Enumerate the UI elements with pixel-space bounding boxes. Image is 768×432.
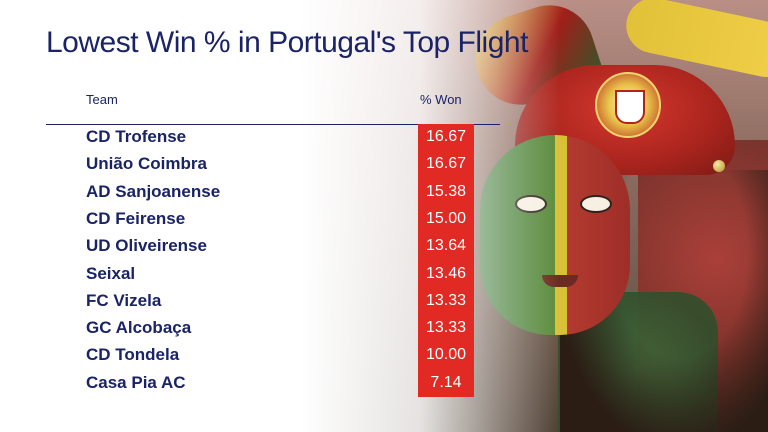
win-percent-cell: 15.00 <box>418 206 474 233</box>
value-column-highlight <box>418 124 474 397</box>
win-percent-cell: 10.00 <box>418 342 474 369</box>
chart-title: Lowest Win % in Portugal's Top Flight <box>46 26 528 59</box>
column-header-team: Team <box>86 92 118 107</box>
table-row: Seixal 13.46 <box>0 261 768 288</box>
table-row: CD Trofense 16.67 <box>0 124 768 151</box>
table-row: Casa Pia AC 7.14 <box>0 370 768 397</box>
team-name: Casa Pia AC <box>86 372 186 392</box>
team-name: CD Tondela <box>86 345 180 365</box>
win-percent-cell: 13.46 <box>418 261 474 288</box>
win-percent-value: 13.33 <box>425 319 467 337</box>
win-percent-value: 15.38 <box>425 182 467 200</box>
table-row: AD Sanjoanense 15.38 <box>0 179 768 206</box>
win-percent-value: 16.67 <box>425 155 467 173</box>
win-percent-cell: 16.67 <box>418 124 474 151</box>
win-percent-value: 10.00 <box>425 346 467 364</box>
table-row: UD Oliveirense 13.64 <box>0 233 768 260</box>
team-name: União Coimbra <box>86 154 207 174</box>
win-percent-value: 7.14 <box>430 373 462 391</box>
team-name: CD Feirense <box>86 208 186 228</box>
header-divider <box>46 124 500 125</box>
team-name: Seixal <box>86 263 136 283</box>
table-row: FC Vizela 13.33 <box>0 288 768 315</box>
team-name: GC Alcobaça <box>86 318 192 338</box>
table-row: CD Feirense 15.00 <box>0 206 768 233</box>
win-percent-value: 13.46 <box>425 264 467 282</box>
team-name: AD Sanjoanense <box>86 181 221 201</box>
win-percent-cell: 16.67 <box>418 151 474 178</box>
win-percent-cell: 13.33 <box>418 315 474 342</box>
column-header-won: % Won <box>420 92 462 107</box>
win-percent-cell: 7.14 <box>418 370 474 397</box>
win-percent-cell: 15.38 <box>418 179 474 206</box>
team-name: UD Oliveirense <box>86 236 207 256</box>
win-percent-value: 16.67 <box>425 128 467 145</box>
team-name: FC Vizela <box>86 290 162 310</box>
win-percent-value: 13.33 <box>425 291 467 309</box>
team-name: CD Trofense <box>86 127 187 146</box>
win-percent-value: 13.64 <box>425 237 467 255</box>
table-row: CD Tondela 10.00 <box>0 342 768 369</box>
win-percent-cell: 13.33 <box>418 288 474 315</box>
win-percent-cell: 13.64 <box>418 233 474 260</box>
table-row: GC Alcobaça 13.33 <box>0 315 768 342</box>
table-row: União Coimbra 16.67 <box>0 151 768 178</box>
win-percent-value: 15.00 <box>425 209 467 227</box>
